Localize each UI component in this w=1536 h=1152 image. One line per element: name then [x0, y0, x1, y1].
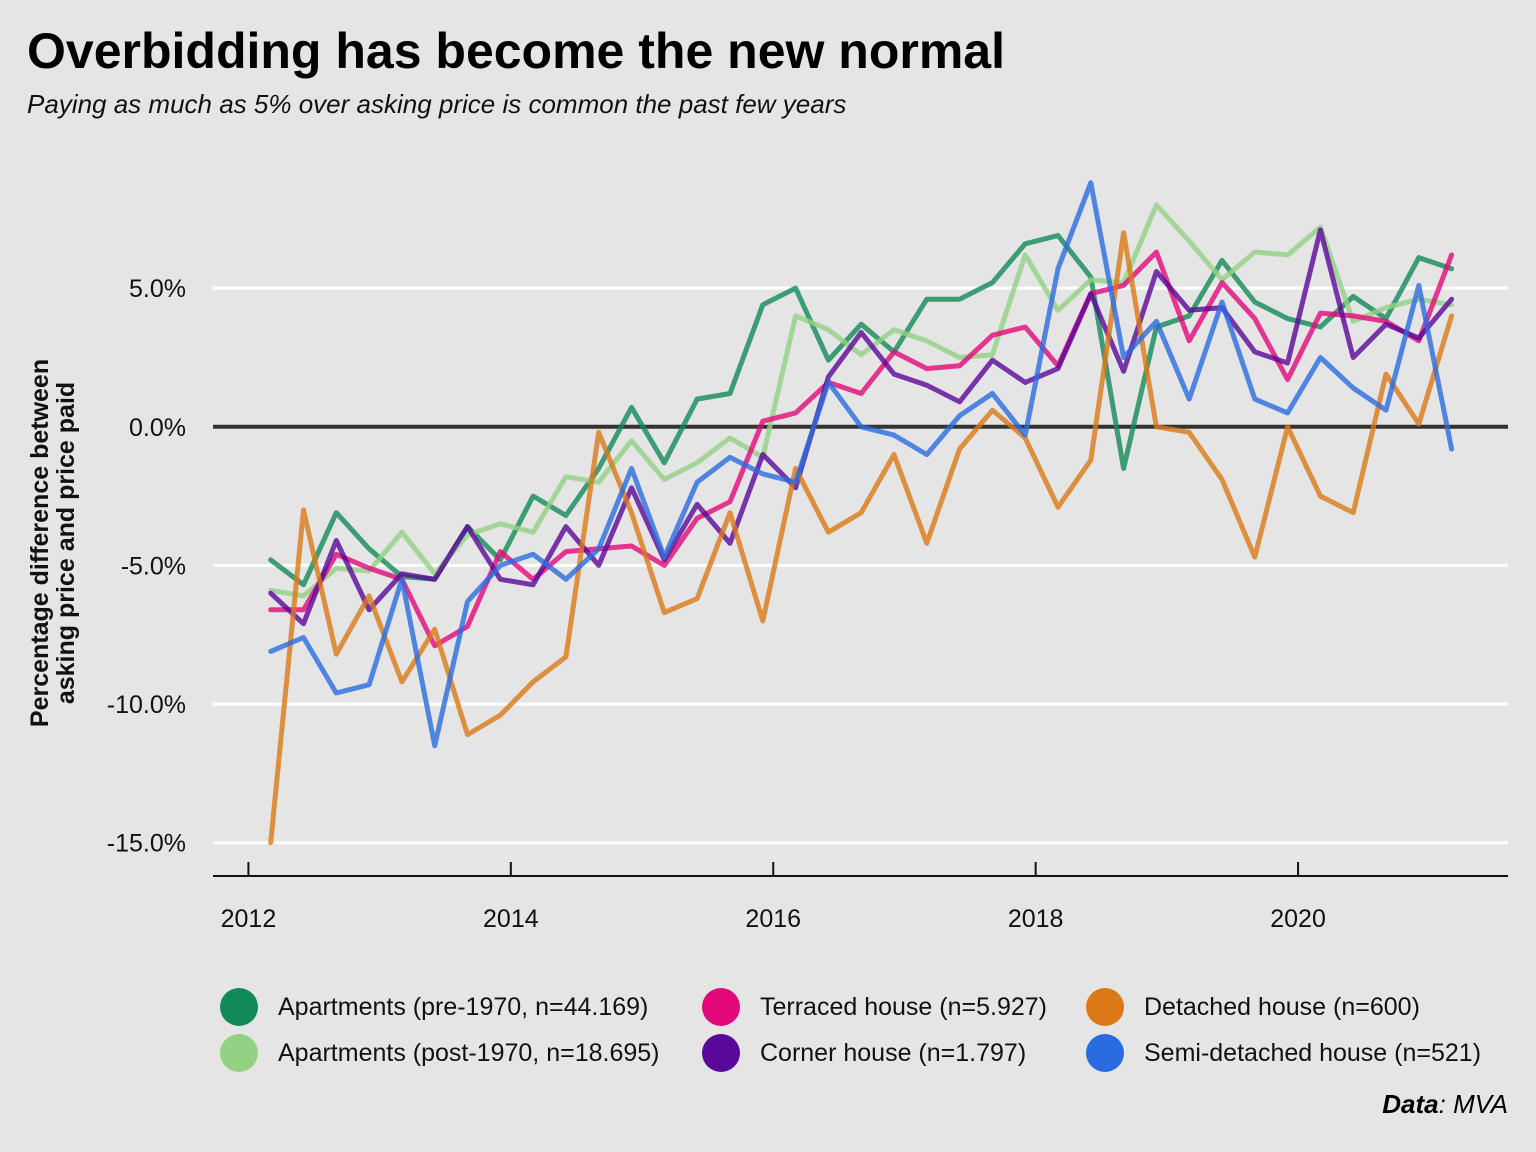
legend-label: Corner house (n=1.797) — [760, 1038, 1027, 1067]
legend-label: Apartments (post-1970, n=18.695) — [278, 1038, 660, 1067]
source-label: Data — [1382, 1089, 1439, 1119]
legend-label: Apartments (pre-1970, n=44.169) — [278, 992, 649, 1021]
chart-subtitle: Paying as much as 5% over asking price i… — [27, 89, 847, 119]
legend-label: Detached house (n=600) — [1144, 992, 1420, 1021]
chart-title: Overbidding has become the new normal — [27, 23, 1005, 79]
y-tick-label: -10.0% — [107, 691, 186, 719]
legend-label: Semi-detached house (n=521) — [1144, 1038, 1482, 1067]
y-tick-label: 5.0% — [129, 275, 186, 303]
series-lines — [268, 180, 1455, 846]
x-tick-label: 2012 — [221, 905, 277, 933]
legend-swatch — [702, 988, 740, 1026]
y-axis-label-line1: Percentage difference between — [26, 359, 54, 727]
series-line-4 — [268, 227, 1455, 627]
series-line-5 — [268, 230, 1455, 846]
series-line-6 — [268, 180, 1455, 749]
source-text: : MVA — [1438, 1089, 1508, 1119]
legend-swatch — [1086, 988, 1124, 1026]
legend-item: Apartments (post-1970, n=18.695) — [220, 1034, 702, 1072]
legend-swatch — [220, 1034, 258, 1072]
series-line-2 — [268, 202, 1455, 599]
y-tick-label: -15.0% — [107, 830, 186, 858]
y-tick-label: -5.0% — [121, 552, 186, 580]
x-tick-label: 2018 — [1008, 905, 1064, 933]
legend-item: Terraced house (n=5.927) — [702, 988, 1086, 1026]
legend-swatch — [702, 1034, 740, 1072]
y-tick-label: 0.0% — [129, 414, 186, 442]
legend-item: Apartments (pre-1970, n=44.169) — [220, 988, 702, 1026]
x-tick-label: 2020 — [1270, 905, 1326, 933]
axes: 5.0% 0.0% -5.0% -10.0% -15.0% 2012 2014 2016 201… — [107, 275, 1508, 933]
source-note: Data: MVA — [1382, 1089, 1508, 1120]
legend-label: Terraced house (n=5.927) — [760, 992, 1047, 1021]
legend-item: Corner house (n=1.797) — [702, 1034, 1086, 1072]
legend-swatch — [1086, 1034, 1124, 1072]
x-tick-label: 2016 — [745, 905, 801, 933]
legend-swatch — [220, 988, 258, 1026]
x-tick-label: 2014 — [483, 905, 539, 933]
series-line-3 — [268, 249, 1455, 649]
legend: Apartments (pre-1970, n=44.169) Terraced … — [220, 988, 1486, 1072]
legend-item: Semi-detached house (n=521) — [1086, 1034, 1486, 1072]
y-axis-label-line2: asking price and price paid — [52, 382, 80, 704]
legend-item: Detached house (n=600) — [1086, 988, 1486, 1026]
